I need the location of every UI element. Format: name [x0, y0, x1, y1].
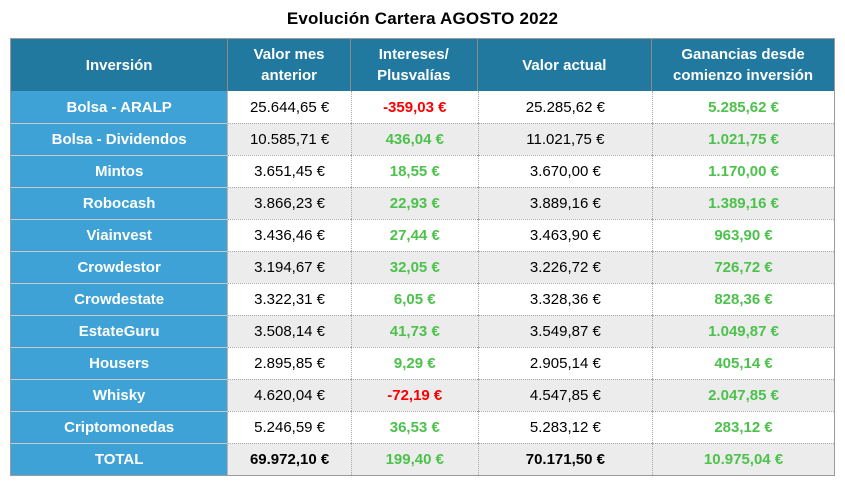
- previous-value-cell: 3.651,45 €: [228, 155, 351, 187]
- interest-value-cell: 199,40 €: [350, 443, 478, 475]
- gain-value-cell: 726,72 €: [652, 251, 834, 283]
- interest-value-cell: 36,53 €: [350, 411, 478, 443]
- page-title: Evolución Cartera AGOSTO 2022: [286, 9, 559, 28]
- table-row: Mintos 3.651,45 €18,55 €3.670,00 €1.170,0…: [11, 155, 834, 187]
- portfolio-table: Inversión Valor mes anterior Intereses/ …: [10, 38, 835, 476]
- gain-value-cell: 963,90 €: [652, 219, 834, 251]
- investment-label-cell: EstateGuru: [11, 315, 229, 347]
- table-header: Inversión Valor mes anterior Intereses/ …: [11, 39, 834, 91]
- previous-value-cell: 10.585,71 €: [228, 123, 351, 155]
- interest-value-cell: -359,03 €: [350, 91, 478, 123]
- table-row: Robocash 3.866,23 €22,93 €3.889,16 €1.389…: [11, 187, 834, 219]
- previous-value-cell: 25.644,65 €: [228, 91, 351, 123]
- previous-value-cell: 2.895,85 €: [228, 347, 351, 379]
- interest-value-cell: 41,73 €: [350, 315, 478, 347]
- table-row: Viainvest 3.436,46 €27,44 €3.463,90 €963,…: [11, 219, 834, 251]
- gain-value-cell: 1.049,87 €: [652, 315, 834, 347]
- investment-label-cell: TOTAL: [11, 443, 229, 475]
- column-header-inversion: Inversión: [11, 39, 229, 91]
- investment-label-cell: Bolsa - Dividendos: [11, 123, 229, 155]
- investment-label-cell: Mintos: [11, 155, 229, 187]
- table-row: EstateGuru 3.508,14 €41,73 €3.549,87 €1.0…: [11, 315, 834, 347]
- previous-value-cell: 69.972,10 €: [228, 443, 351, 475]
- previous-value-cell: 3.508,14 €: [228, 315, 351, 347]
- investment-label-cell: Viainvest: [11, 219, 229, 251]
- gain-value-cell: 283,12 €: [652, 411, 834, 443]
- investment-label-cell: Bolsa - ARALP: [11, 91, 229, 123]
- gain-value-cell: 1.170,00 €: [652, 155, 834, 187]
- interest-value-cell: 6,05 €: [350, 283, 478, 315]
- gain-value-cell: 1.389,16 €: [652, 187, 834, 219]
- current-value-cell: 3.889,16 €: [477, 187, 653, 219]
- table-row: Crowdestate 3.322,31 €6,05 €3.328,36 €828…: [11, 283, 834, 315]
- table-row: Bolsa - ARALP 25.644,65 € -359,03 €25.285,…: [11, 91, 834, 123]
- investment-label-cell: Criptomonedas: [11, 411, 229, 443]
- previous-value-cell: 4.620,04 €: [228, 379, 351, 411]
- gain-value-cell: 10.975,04 €: [652, 443, 834, 475]
- investment-label-cell: Crowdestor: [11, 251, 229, 283]
- current-value-cell: 70.171,50 €: [477, 443, 653, 475]
- column-header-ganancias: Ganancias desde comienzo inversión: [652, 39, 834, 91]
- column-header-valor-actual: Valor actual: [477, 39, 653, 91]
- current-value-cell: 4.547,85 €: [477, 379, 653, 411]
- interest-value-cell: 22,93 €: [350, 187, 478, 219]
- total-row: TOTAL 69.972,10 €199,40 €70.171,50 €10.97…: [11, 443, 834, 475]
- column-header-valor-mes-anterior: Valor mes anterior: [228, 39, 351, 91]
- gain-value-cell: 828,36 €: [652, 283, 834, 315]
- column-header-intereses-plusvalias: Intereses/ Plusvalías: [350, 39, 478, 91]
- interest-value-cell: 27,44 €: [350, 219, 478, 251]
- previous-value-cell: 3.194,67 €: [228, 251, 351, 283]
- interest-value-cell: 9,29 €: [350, 347, 478, 379]
- current-value-cell: 25.285,62 €: [477, 91, 653, 123]
- table-row: Housers 2.895,85 €9,29 €2.905,14 €405,14 …: [11, 347, 834, 379]
- gain-value-cell: 5.285,62 €: [652, 91, 834, 123]
- previous-value-cell: 3.322,31 €: [228, 283, 351, 315]
- interest-value-cell: 436,04 €: [350, 123, 478, 155]
- table-body: Bolsa - ARALP 25.644,65 € -359,03 €25.285,…: [11, 91, 834, 475]
- header-row: Inversión Valor mes anterior Intereses/ …: [11, 39, 834, 91]
- current-value-cell: 3.549,87 €: [477, 315, 653, 347]
- investment-label-cell: Crowdestate: [11, 283, 229, 315]
- investment-label-cell: Robocash: [11, 187, 229, 219]
- table-row: Crowdestor 3.194,67 €32,05 €3.226,72 €726…: [11, 251, 834, 283]
- interest-value-cell: -72,19 €: [350, 379, 478, 411]
- investment-label-cell: Whisky: [11, 379, 229, 411]
- gain-value-cell: 2.047,85 €: [652, 379, 834, 411]
- current-value-cell: 5.283,12 €: [477, 411, 653, 443]
- current-value-cell: 3.226,72 €: [477, 251, 653, 283]
- current-value-cell: 3.670,00 €: [477, 155, 653, 187]
- interest-value-cell: 18,55 €: [350, 155, 478, 187]
- table-row: Criptomonedas 5.246,59 €36,53 €5.283,12 €…: [11, 411, 834, 443]
- current-value-cell: 3.463,90 €: [477, 219, 653, 251]
- current-value-cell: 3.328,36 €: [477, 283, 653, 315]
- gain-value-cell: 405,14 €: [652, 347, 834, 379]
- previous-value-cell: 3.866,23 €: [228, 187, 351, 219]
- interest-value-cell: 32,05 €: [350, 251, 478, 283]
- previous-value-cell: 3.436,46 €: [228, 219, 351, 251]
- gain-value-cell: 1.021,75 €: [652, 123, 834, 155]
- current-value-cell: 11.021,75 €: [477, 123, 653, 155]
- investment-label-cell: Housers: [11, 347, 229, 379]
- table-row: Bolsa - Dividendos 10.585,71 €436,04 €11.…: [11, 123, 834, 155]
- previous-value-cell: 5.246,59 €: [228, 411, 351, 443]
- table-row: Whisky 4.620,04 € -72,19 €4.547,85 €2.047,…: [11, 379, 834, 411]
- current-value-cell: 2.905,14 €: [477, 347, 653, 379]
